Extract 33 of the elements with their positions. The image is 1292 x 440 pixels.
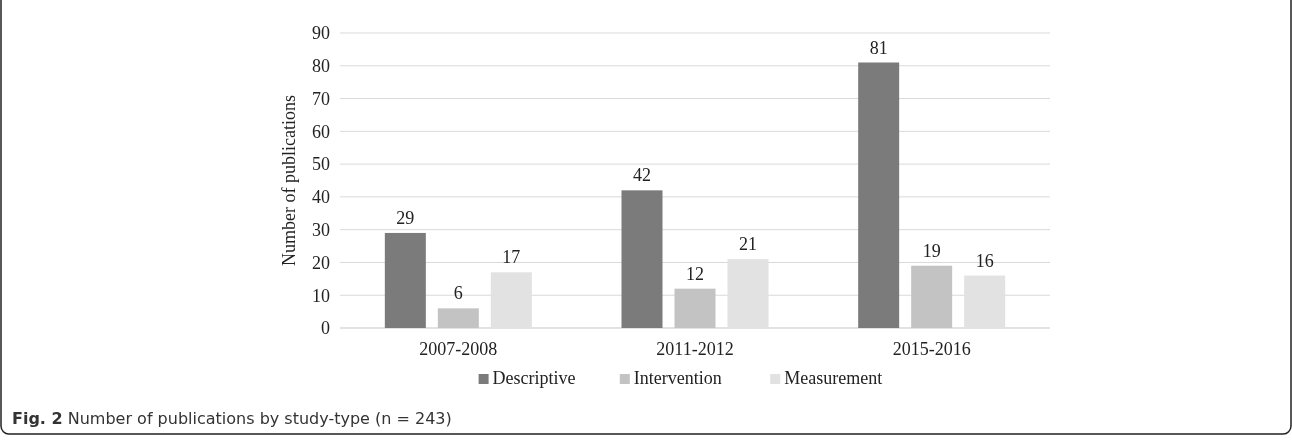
y-tick-label: 20 [312, 252, 330, 273]
legend-label: Intervention [633, 368, 722, 388]
y-tick-label: 30 [312, 219, 330, 240]
bar [911, 265, 953, 328]
data-label: 17 [502, 247, 521, 268]
x-tick-label: 2015-2016 [892, 339, 971, 359]
y-tick-label: 70 [312, 88, 330, 109]
data-label: 29 [396, 207, 415, 228]
data-label: 21 [739, 234, 757, 255]
y-tick-label: 50 [312, 154, 330, 175]
data-label: 19 [922, 240, 941, 261]
bar [621, 190, 663, 328]
x-tick-label: 2011-2012 [656, 339, 734, 359]
data-label: 12 [686, 263, 704, 284]
x-tick-label: 2007-2008 [419, 339, 498, 359]
bar [437, 308, 479, 328]
y-axis-title: Number of publications [279, 95, 299, 266]
bar [674, 288, 716, 328]
data-label: 42 [633, 165, 651, 186]
bar [384, 232, 426, 328]
data-label: 6 [453, 283, 463, 304]
legend-label: Descriptive [492, 368, 576, 388]
y-tick-label: 10 [312, 285, 330, 306]
caption: Fig. 2 Number of publications by study-type (n = 243) [12, 409, 452, 428]
data-label: 16 [975, 250, 994, 271]
y-tick-label: 60 [312, 121, 330, 142]
y-tick-label: 0 [321, 318, 330, 339]
y-tick-label: 40 [312, 187, 330, 208]
y-tick-label: 80 [312, 56, 330, 77]
legend-label: Measurement [784, 368, 883, 388]
data-label: 81 [869, 37, 888, 58]
y-tick-label: 90 [312, 23, 330, 44]
bar [858, 62, 900, 328]
